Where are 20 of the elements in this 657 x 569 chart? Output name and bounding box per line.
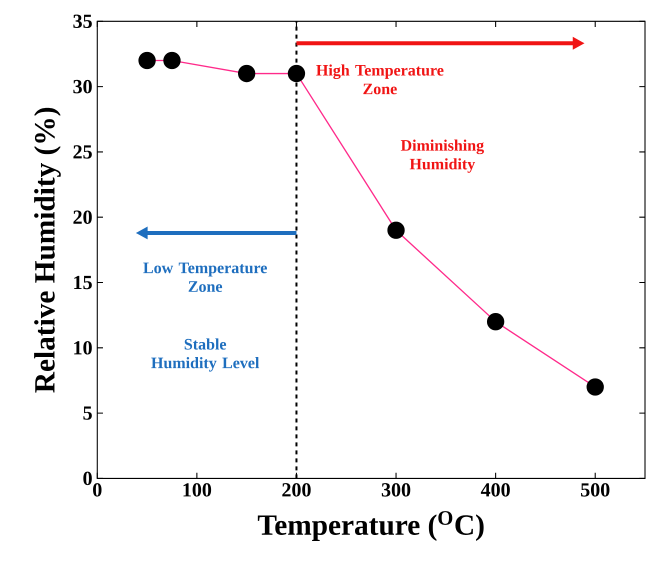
y-tick-label: 0 xyxy=(83,472,92,486)
y-tick-label: 25 xyxy=(73,145,92,159)
y-tick-label: 5 xyxy=(83,406,92,420)
x-tick-label: 100 xyxy=(183,483,212,497)
x-tick-label: 0 xyxy=(93,483,102,497)
annotation: Stable Humidity Level xyxy=(151,338,260,372)
y-tick-label: 15 xyxy=(74,276,92,290)
x-tick-label: 400 xyxy=(480,483,510,497)
annotation: Diminishing Humidity xyxy=(400,140,484,173)
annotation: Low Temperature Zone xyxy=(143,262,267,292)
x-tick-label: 500 xyxy=(581,483,610,497)
y-tick-label: 35 xyxy=(73,14,92,28)
x-axis-title: Temperature ($^{O}$C) xyxy=(258,511,484,541)
y-tick-label: 20 xyxy=(73,210,92,224)
y-tick-label: 10 xyxy=(74,341,92,355)
x-tick-label: 200 xyxy=(282,483,311,497)
x-tick-label: 300 xyxy=(382,483,410,497)
y-axis-title: Relative Humidity (%) xyxy=(34,108,61,393)
y-tick-label: 30 xyxy=(73,80,92,94)
annotation: High Temperature Zone xyxy=(316,64,444,94)
